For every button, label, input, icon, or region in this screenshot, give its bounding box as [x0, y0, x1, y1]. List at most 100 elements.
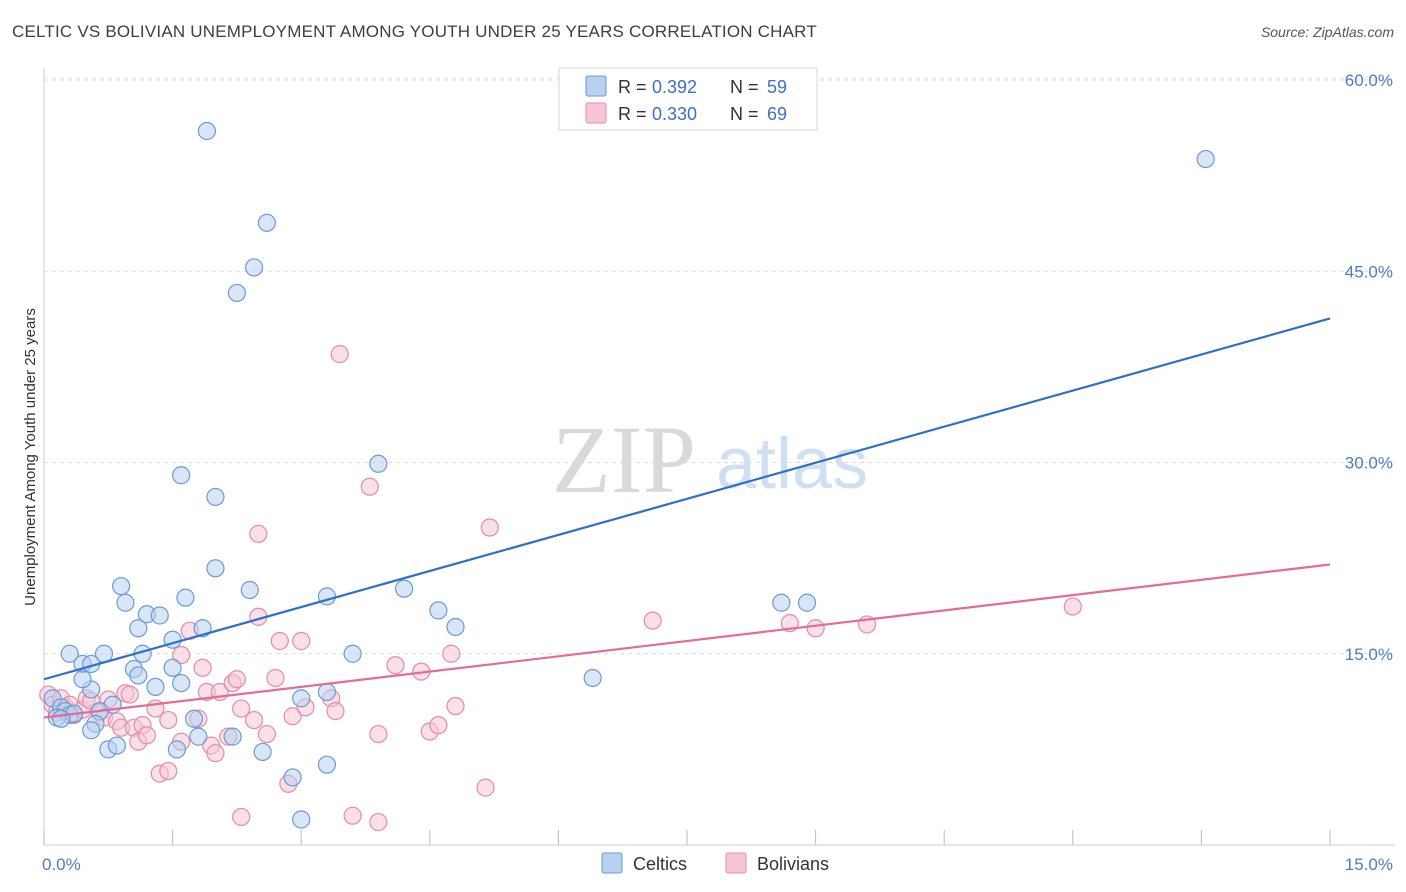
celtics-point-7 [60, 644, 79, 663]
bolivians-point-16 [120, 685, 139, 704]
bolivians-point-47 [292, 631, 311, 651]
celtics-point-26 [129, 666, 148, 685]
celtics-legend-label: Celtics [633, 854, 687, 874]
trend-lines [43, 317, 1331, 719]
celtics-point-41 [244, 258, 264, 277]
celtics-r-label: R = [618, 77, 647, 97]
celtics-points [43, 121, 1215, 829]
celtics-point-54 [394, 579, 414, 598]
bolivians-point-29 [193, 658, 212, 677]
axes [43, 68, 1395, 846]
celtics-point-35 [167, 740, 186, 759]
celtics-point-46 [283, 768, 302, 787]
celtics-point-39 [197, 121, 216, 141]
celtics-point-59 [797, 593, 817, 612]
celtics-point-58 [772, 593, 791, 612]
bolivians-r-value: 0.330 [652, 104, 697, 124]
bolivians-point-25 [172, 645, 191, 665]
bolivians-n-value: 69 [767, 104, 787, 124]
celtics-point-16 [82, 721, 101, 740]
celtics-point-38 [172, 466, 191, 485]
bolivians-point-54 [369, 812, 388, 832]
bolivians-point-52 [343, 806, 362, 825]
x-tick-label-1: 15.0% [1345, 855, 1393, 874]
celtics-point-42 [257, 213, 277, 232]
celtics-trend-line [43, 317, 1331, 681]
y-tick-label-2: 45.0% [1345, 262, 1393, 281]
bolivians-point-66 [806, 619, 825, 638]
celtics-point-37 [206, 487, 225, 507]
bolivians-point-53 [360, 477, 379, 496]
bolivians-point-56 [386, 656, 405, 675]
celtics-point-19 [112, 577, 131, 596]
celtics-point-45 [253, 742, 272, 762]
celtics-point-56 [446, 617, 465, 637]
celtics-point-30 [172, 673, 191, 693]
bolivians-legend-swatch [585, 102, 607, 124]
celtics-point-34 [184, 709, 204, 728]
bolivians-point-32 [206, 744, 225, 763]
celtics-n-value: 59 [767, 77, 787, 97]
bolivians-point-50 [326, 702, 345, 721]
y-tick-label-0: 15.0% [1345, 645, 1393, 664]
bolivians-point-23 [159, 761, 178, 781]
celtics-point-33 [189, 727, 208, 746]
celtics-point-18 [107, 736, 126, 755]
celtics-point-28 [146, 677, 165, 697]
bolivians-legend-label: Bolivians [757, 854, 829, 874]
bolivians-point-42 [257, 724, 277, 744]
celtics-r-value: 0.392 [652, 77, 697, 97]
celtics-point-55 [429, 601, 448, 620]
celtics-point-23 [150, 606, 169, 625]
chart-source: Source: ZipAtlas.com [1260, 24, 1394, 40]
x-tick-label-0: 0.0% [42, 855, 81, 874]
bolivians-point-62 [476, 778, 495, 797]
celtics-point-52 [343, 644, 362, 663]
y-axis-label: Unemployment Among Youth under 25 years [22, 308, 39, 606]
celtics-point-49 [317, 755, 337, 774]
bolivians-point-61 [446, 696, 465, 716]
celtics-point-6 [52, 709, 71, 728]
celtics-point-57 [583, 668, 602, 688]
bolivians-bottom-swatch [725, 852, 747, 874]
bolivians-point-36 [227, 670, 246, 689]
y-tick-label-1: 30.0% [1345, 454, 1393, 473]
grid-lines [44, 77, 1395, 655]
celtics-point-50 [317, 682, 337, 702]
watermark-zip: ZIP [552, 406, 696, 513]
bolivians-point-24 [159, 710, 178, 730]
celtics-legend-swatch [585, 75, 607, 97]
bolivians-point-43 [266, 668, 285, 688]
celtics-point-36 [206, 559, 225, 578]
chart-title: CELTIC VS BOLIVIAN UNEMPLOYMENT AMONG YO… [12, 22, 817, 41]
celtics-point-44 [223, 727, 242, 746]
bolivians-point-64 [643, 611, 662, 630]
series-legend: Celtics Bolivians [601, 852, 829, 874]
bolivians-point-59 [429, 716, 448, 735]
bolivians-point-68 [1063, 597, 1082, 616]
bolivians-point-37 [232, 699, 251, 718]
bolivians-trend-line [43, 563, 1331, 719]
celtics-point-47 [292, 810, 311, 829]
celtics-point-48 [292, 689, 311, 708]
y-tick-label-3: 60.0% [1345, 71, 1393, 90]
celtics-point-21 [129, 619, 148, 638]
celtics-point-31 [176, 588, 195, 607]
celtics-point-60 [1196, 149, 1215, 169]
bolivians-point-63 [480, 518, 499, 537]
bolivians-point-20 [137, 726, 156, 745]
bolivians-point-51 [330, 345, 349, 364]
bolivians-point-55 [369, 724, 388, 744]
bolivians-point-39 [244, 710, 264, 730]
celtics-point-14 [73, 670, 92, 689]
celtics-point-53 [369, 454, 388, 473]
watermark: ZIP atlas [552, 406, 868, 513]
y-tick-labels: 15.0% 30.0% 45.0% 60.0% [1345, 71, 1393, 664]
celtics-n-label: N = [730, 77, 759, 97]
watermark-atlas: atlas [716, 424, 868, 504]
celtics-point-20 [116, 593, 135, 612]
bolivians-point-46 [283, 707, 302, 726]
bolivians-point-44 [270, 631, 289, 651]
bolivians-point-41 [249, 524, 268, 544]
